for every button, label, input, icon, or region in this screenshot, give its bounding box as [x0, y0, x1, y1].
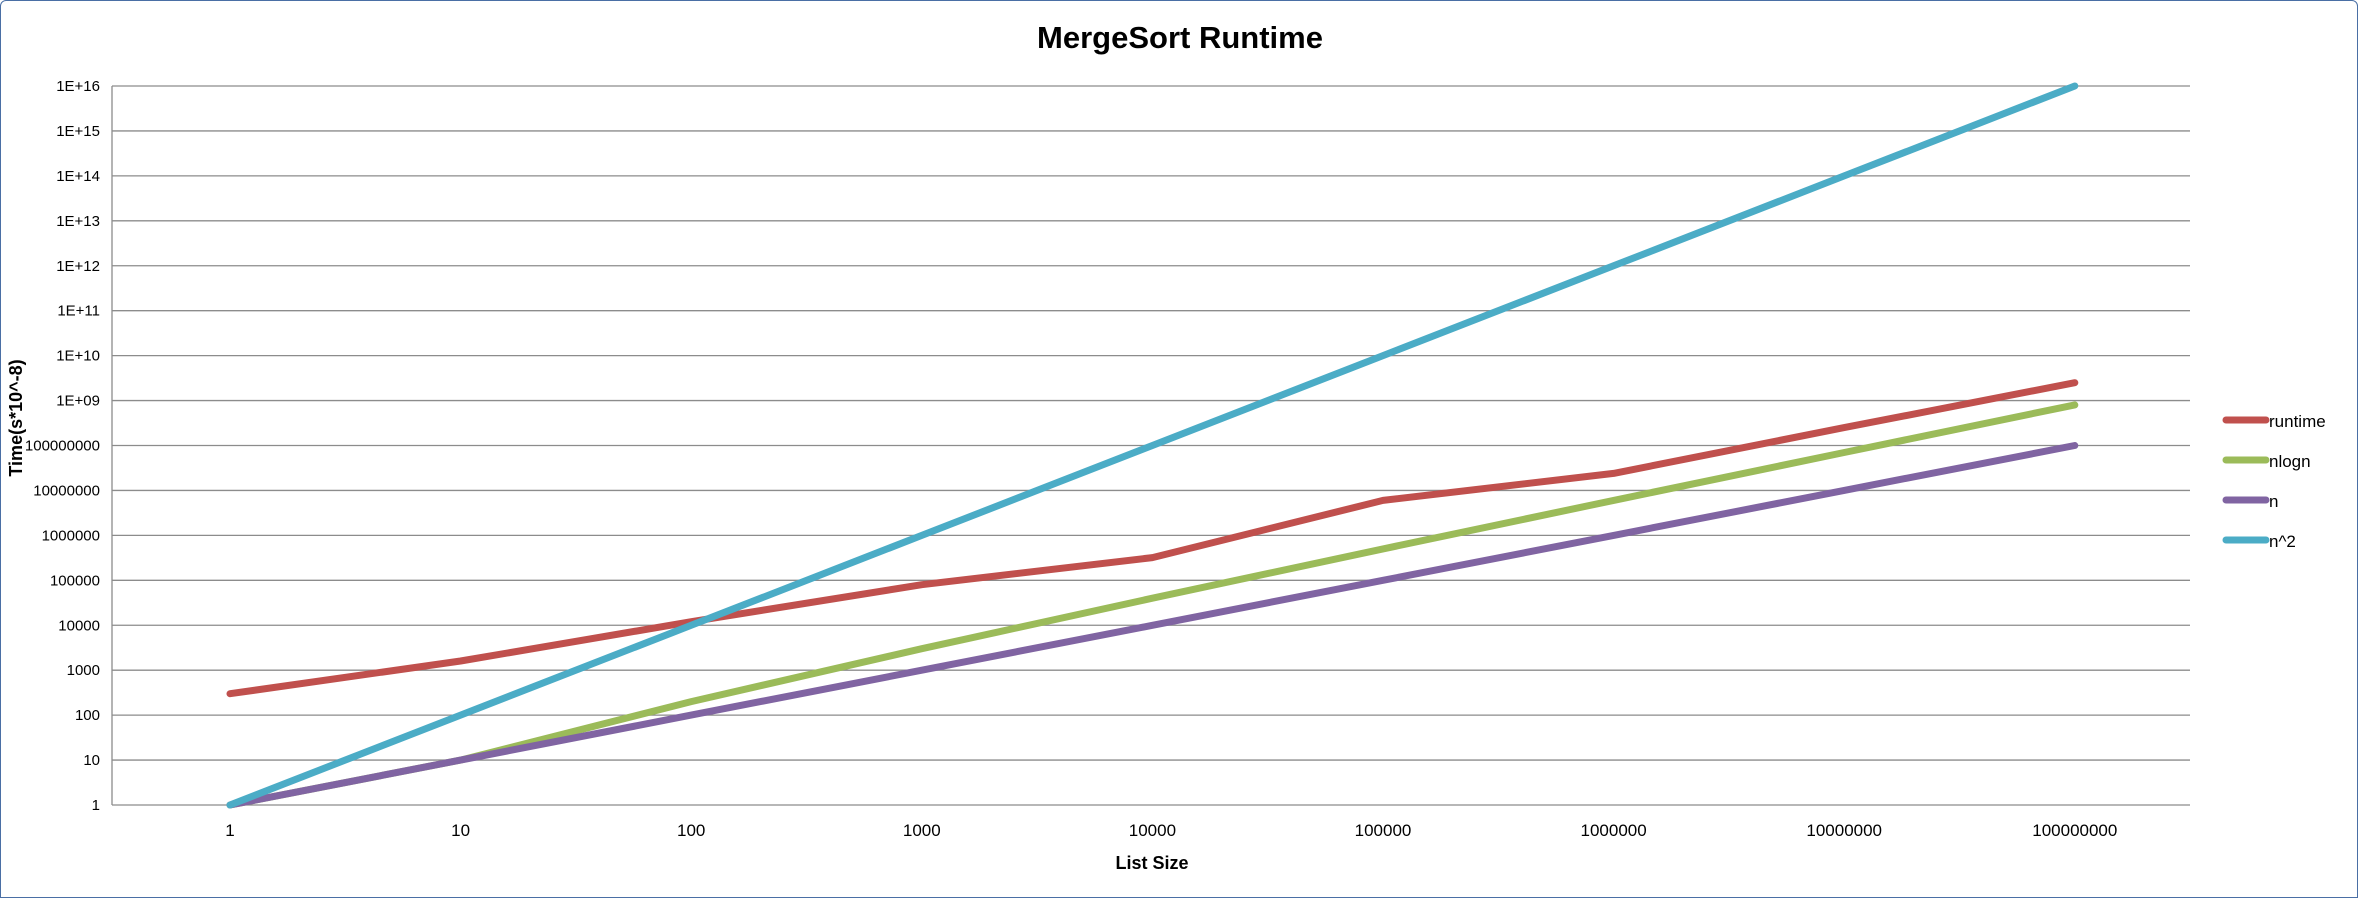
- x-tick-label: 1000: [903, 821, 941, 840]
- series-line-runtime: [226, 379, 2079, 698]
- y-tick-label: 100: [75, 707, 100, 724]
- y-tick-label: 1E+12: [56, 258, 100, 275]
- series-lines: [226, 82, 2079, 809]
- y-tick-label: 1E+14: [56, 168, 100, 185]
- series-line-n: [226, 442, 2079, 809]
- y-tick-label: 1E+11: [57, 303, 100, 320]
- y-tick-label: 100000000: [25, 438, 100, 455]
- x-tick-label: 1: [225, 821, 234, 840]
- y-axis-ticks: 1 10 100 1000 10000 100000 1000000 10000000 1000…: [25, 78, 100, 814]
- series-line-n-2: [226, 82, 2079, 809]
- y-tick-label: 10000: [58, 617, 100, 634]
- y-tick-label: 1: [92, 797, 100, 814]
- x-tick-label: 10000: [1129, 821, 1176, 840]
- y-tick-label: 1E+16: [56, 78, 100, 95]
- x-axis-title: List Size: [1115, 853, 1188, 873]
- legend-label-n-2: n^2: [2269, 532, 2296, 551]
- y-tick-label: 1E+13: [56, 213, 100, 230]
- x-tick-label: 10: [451, 821, 470, 840]
- y-tick-label: 1000: [67, 662, 100, 679]
- chart-title: MergeSort Runtime: [1037, 20, 1323, 55]
- x-tick-label: 1000000: [1581, 821, 1647, 840]
- x-tick-label: 10000000: [1806, 821, 1882, 840]
- legend-label-n: n: [2269, 492, 2278, 511]
- x-axis-ticks: 1 10 100 1000 10000 100000 1000000 10000000 1000…: [225, 821, 2117, 840]
- series-line-nlogn: [226, 401, 2079, 809]
- y-tick-label: 1E+09: [56, 393, 100, 410]
- y-axis-title: Time(s*10^-8): [6, 359, 26, 476]
- y-tick-label: 10: [83, 752, 100, 769]
- x-tick-label: 100: [677, 821, 705, 840]
- legend-label-runtime: runtime: [2269, 412, 2326, 431]
- x-tick-label: 100000: [1355, 821, 1412, 840]
- legend-label-nlogn: nlogn: [2269, 452, 2311, 471]
- y-tick-label: 100000: [50, 572, 100, 589]
- legend: runtime nlogn n n^2: [2222, 412, 2326, 551]
- y-tick-label: 1E+15: [56, 123, 100, 140]
- y-tick-label: 10000000: [33, 482, 100, 499]
- x-tick-label: 100000000: [2032, 821, 2117, 840]
- y-tick-label: 1E+10: [56, 348, 100, 365]
- y-tick-label: 1000000: [42, 527, 100, 544]
